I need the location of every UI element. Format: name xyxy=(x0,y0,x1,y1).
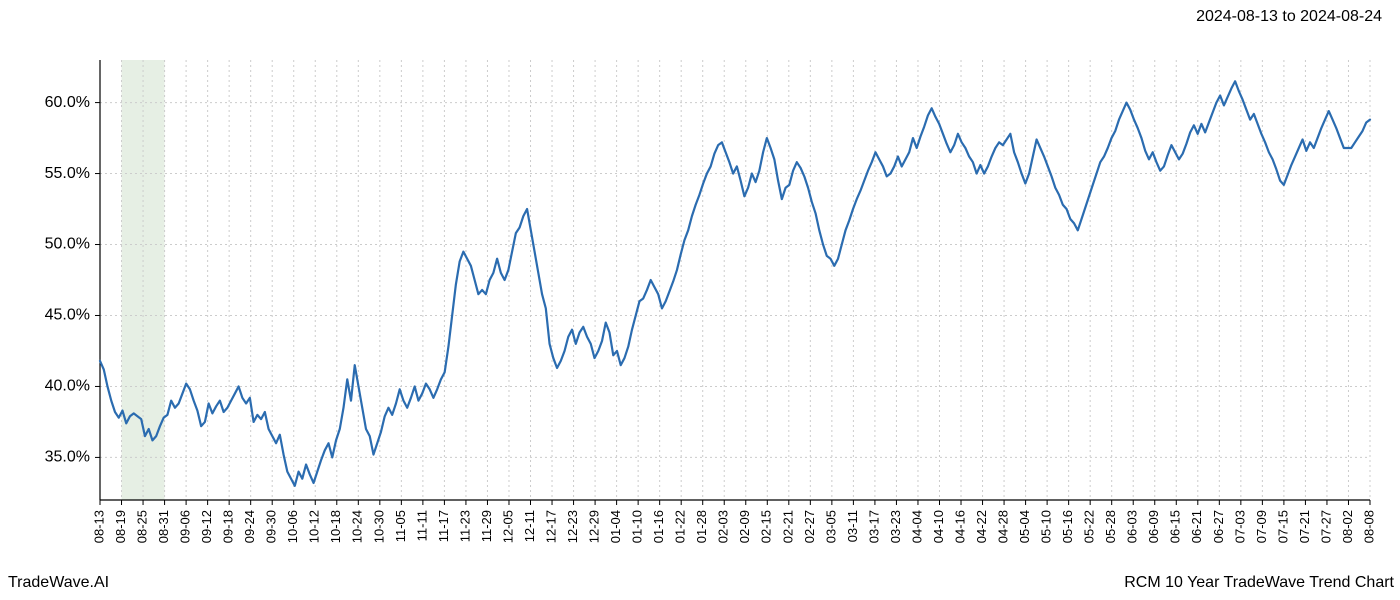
svg-text:09-06: 09-06 xyxy=(178,510,193,543)
svg-text:04-04: 04-04 xyxy=(909,510,924,543)
svg-text:05-22: 05-22 xyxy=(1082,510,1097,543)
trend-chart: 35.0%40.0%45.0%50.0%55.0%60.0%08-1308-19… xyxy=(100,60,1370,500)
svg-text:08-19: 08-19 xyxy=(113,510,128,543)
svg-text:01-10: 01-10 xyxy=(630,510,645,543)
svg-text:07-09: 07-09 xyxy=(1254,510,1269,543)
svg-text:06-27: 06-27 xyxy=(1211,510,1226,543)
svg-text:08-08: 08-08 xyxy=(1361,510,1376,543)
svg-text:04-16: 04-16 xyxy=(952,510,967,543)
svg-text:10-06: 10-06 xyxy=(285,510,300,543)
svg-text:12-29: 12-29 xyxy=(587,510,602,543)
svg-text:35.0%: 35.0% xyxy=(45,449,90,466)
svg-text:02-09: 02-09 xyxy=(737,510,752,543)
svg-text:03-17: 03-17 xyxy=(866,510,881,543)
svg-text:06-21: 06-21 xyxy=(1189,510,1204,543)
svg-text:03-11: 03-11 xyxy=(845,510,860,542)
svg-text:11-11: 11-11 xyxy=(414,510,429,541)
svg-text:60.0%: 60.0% xyxy=(45,94,90,111)
svg-text:09-30: 09-30 xyxy=(264,510,279,543)
svg-text:11-17: 11-17 xyxy=(436,510,451,542)
svg-text:06-15: 06-15 xyxy=(1168,510,1183,543)
svg-text:08-13: 08-13 xyxy=(91,510,106,543)
svg-text:07-03: 07-03 xyxy=(1232,510,1247,543)
svg-text:03-23: 03-23 xyxy=(888,510,903,543)
date-range-label: 2024-08-13 to 2024-08-24 xyxy=(1196,8,1382,26)
svg-text:55.0%: 55.0% xyxy=(45,165,90,182)
svg-text:07-27: 07-27 xyxy=(1318,510,1333,543)
svg-text:02-21: 02-21 xyxy=(780,510,795,543)
svg-text:04-10: 04-10 xyxy=(931,510,946,543)
svg-text:08-02: 08-02 xyxy=(1340,510,1355,543)
svg-text:06-03: 06-03 xyxy=(1125,510,1140,543)
svg-text:40.0%: 40.0% xyxy=(45,378,90,395)
svg-text:10-30: 10-30 xyxy=(371,510,386,543)
svg-text:10-24: 10-24 xyxy=(350,510,365,543)
chart-container: 35.0%40.0%45.0%50.0%55.0%60.0%08-1308-19… xyxy=(100,60,1370,500)
svg-text:05-04: 05-04 xyxy=(1017,510,1032,543)
svg-text:01-28: 01-28 xyxy=(694,510,709,543)
svg-text:07-15: 07-15 xyxy=(1275,510,1290,543)
svg-text:04-22: 04-22 xyxy=(974,510,989,543)
svg-text:07-21: 07-21 xyxy=(1297,510,1312,543)
svg-text:05-16: 05-16 xyxy=(1060,510,1075,543)
svg-text:09-24: 09-24 xyxy=(242,510,257,543)
svg-text:02-03: 02-03 xyxy=(716,510,731,543)
svg-text:12-05: 12-05 xyxy=(500,510,515,543)
svg-text:06-09: 06-09 xyxy=(1146,510,1161,543)
svg-text:12-23: 12-23 xyxy=(565,510,580,543)
svg-text:02-15: 02-15 xyxy=(759,510,774,543)
svg-text:02-27: 02-27 xyxy=(802,510,817,543)
svg-text:08-31: 08-31 xyxy=(156,510,171,543)
svg-text:01-16: 01-16 xyxy=(651,510,666,543)
svg-text:01-22: 01-22 xyxy=(673,510,688,543)
svg-text:10-12: 10-12 xyxy=(307,510,322,543)
svg-text:11-29: 11-29 xyxy=(479,510,494,542)
svg-text:03-05: 03-05 xyxy=(823,510,838,543)
svg-text:09-18: 09-18 xyxy=(221,510,236,543)
chart-title: RCM 10 Year TradeWave Trend Chart xyxy=(1124,574,1394,592)
svg-text:12-17: 12-17 xyxy=(543,510,558,543)
svg-text:08-25: 08-25 xyxy=(134,510,149,543)
svg-text:12-11: 12-11 xyxy=(522,510,537,542)
svg-text:05-28: 05-28 xyxy=(1103,510,1118,543)
svg-text:10-18: 10-18 xyxy=(328,510,343,543)
svg-text:11-05: 11-05 xyxy=(393,510,408,542)
svg-text:09-12: 09-12 xyxy=(199,510,214,543)
brand-label: TradeWave.AI xyxy=(8,574,109,592)
svg-text:01-04: 01-04 xyxy=(608,510,623,543)
svg-text:50.0%: 50.0% xyxy=(45,236,90,253)
svg-text:04-28: 04-28 xyxy=(996,510,1011,543)
svg-text:05-10: 05-10 xyxy=(1039,510,1054,543)
svg-text:45.0%: 45.0% xyxy=(45,307,90,324)
svg-text:11-23: 11-23 xyxy=(457,510,472,542)
